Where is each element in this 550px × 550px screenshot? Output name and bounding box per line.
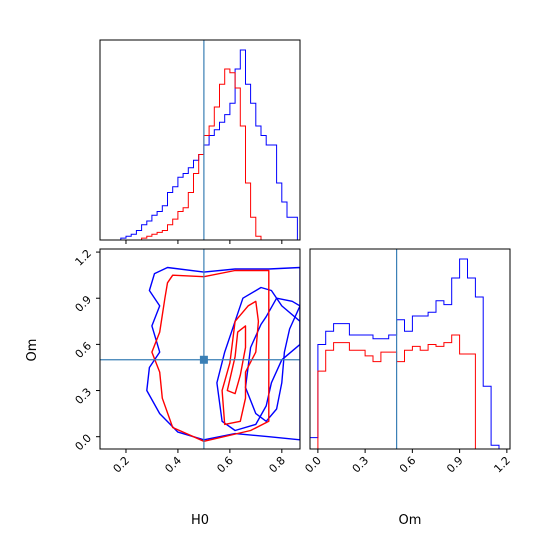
contour-plot xyxy=(146,266,300,442)
contour-xtick-label: 0.6 xyxy=(214,454,236,476)
h0-histogram-plot xyxy=(100,49,298,240)
contour-ytick-label: 1.2 xyxy=(73,247,95,269)
x-axis-label-h0: H0 xyxy=(191,513,209,528)
contour-ytick-label: 0.9 xyxy=(73,293,95,315)
contour-ytick-label: 0.0 xyxy=(73,432,95,454)
h0-histogram-series-blue xyxy=(100,49,298,240)
h0-histogram-series-red xyxy=(100,68,298,240)
contour-xtick-label: 0.4 xyxy=(162,454,184,476)
contour-red-level-3 xyxy=(226,325,247,395)
om-histogram-series-red xyxy=(310,334,499,449)
contour-red-level-2 xyxy=(221,300,260,426)
om-hist-xtick-label: 1.2 xyxy=(491,454,513,476)
contour-blue-level-2 xyxy=(216,286,300,432)
contour-blue-level-1 xyxy=(146,266,300,441)
contour-frame xyxy=(99,248,301,450)
om-hist-xtick-label: 0.0 xyxy=(302,454,324,476)
contour-xtick-label: 0.8 xyxy=(266,454,288,476)
h0-histogram-frame xyxy=(99,39,301,241)
contour-blue-level-3 xyxy=(244,297,300,422)
om-hist-xtick-label: 0.9 xyxy=(444,454,466,476)
y-axis-label-om: Om xyxy=(25,339,40,362)
om-histogram-frame xyxy=(309,248,511,450)
contour-xtick-label: 0.2 xyxy=(111,454,133,476)
contour-ytick-label: 0.6 xyxy=(73,339,95,361)
contour-ytick-label: 0.3 xyxy=(73,385,95,407)
om-hist-xtick-label: 0.3 xyxy=(350,454,372,476)
truth-marker xyxy=(199,355,208,364)
om-hist-xtick-label: 0.6 xyxy=(397,454,419,476)
om-histogram-series-blue xyxy=(310,258,500,449)
om-histogram-plot xyxy=(310,258,500,449)
contour-red-level-1 xyxy=(151,269,270,442)
x-axis-label-om: Om xyxy=(399,513,422,528)
